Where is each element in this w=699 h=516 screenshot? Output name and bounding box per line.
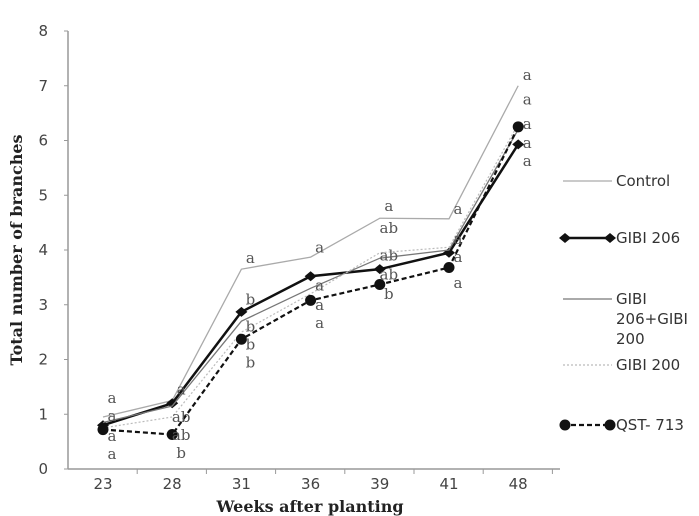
significance-label: a — [454, 230, 463, 248]
significance-label: ab — [380, 246, 399, 264]
data-point — [373, 264, 386, 275]
significance-label: a — [454, 200, 463, 218]
significance-label: a — [523, 90, 532, 108]
y-tick-label: 2 — [38, 351, 48, 369]
x-tick-label: 23 — [93, 475, 112, 493]
x-tick-label: 48 — [509, 475, 528, 493]
y-tick-label: 0 — [38, 460, 48, 478]
y-axis-label: Total number of branches — [7, 134, 26, 365]
data-point — [235, 333, 247, 345]
legend-item: QST- 713 — [559, 416, 684, 434]
x-tick-label: 41 — [439, 475, 458, 493]
data-point — [443, 262, 455, 274]
legend-marker-right — [604, 419, 616, 431]
legend-marker-left — [559, 419, 571, 431]
significance-label: ab — [172, 408, 191, 426]
significance-label: ab — [172, 426, 191, 444]
significance-label: a — [523, 134, 532, 152]
significance-label: a — [523, 115, 532, 133]
x-tick-label: 36 — [301, 475, 320, 493]
data-point — [512, 139, 525, 150]
data-point — [166, 398, 179, 409]
data-point — [374, 278, 386, 290]
series-line — [102, 129, 519, 424]
significance-label: a — [108, 427, 117, 445]
y-tick-label: 5 — [38, 186, 48, 204]
significance-label: a — [315, 277, 324, 295]
legend-label: Control — [616, 172, 670, 190]
legend-marker-right — [604, 233, 616, 243]
legend-label: GIBI — [616, 290, 647, 308]
y-tick-label: 8 — [38, 22, 48, 40]
significance-label: b — [246, 318, 256, 336]
y-tick-label: 1 — [38, 405, 48, 423]
significance-label: ab — [380, 266, 399, 284]
significance-label: b — [246, 290, 256, 308]
significance-label: a — [523, 152, 532, 170]
significance-label: a — [177, 381, 186, 399]
y-tick-label: 4 — [38, 241, 48, 259]
x-tick-label: 31 — [232, 475, 251, 493]
significance-label: a — [315, 314, 324, 332]
legend-label: GIBI 206 — [616, 229, 680, 247]
legend-label: 206+GIBI — [616, 310, 688, 328]
data-point — [97, 424, 109, 436]
significance-label: a — [384, 197, 393, 215]
significance-label: a — [108, 389, 117, 407]
significance-label: b — [176, 444, 186, 462]
series-line — [102, 123, 519, 429]
significance-label: a — [108, 445, 117, 463]
legend-label: 200 — [616, 330, 645, 348]
x-tick-label: 39 — [370, 475, 389, 493]
significance-label: a — [108, 407, 117, 425]
significance-label: a — [246, 249, 255, 267]
legend-label: GIBI 200 — [616, 356, 680, 374]
data-point — [305, 294, 317, 306]
data-point — [166, 429, 178, 441]
significance-label: b — [384, 285, 394, 303]
x-tick-label: 28 — [163, 475, 182, 493]
x-axis-label: Weeks after planting — [215, 497, 403, 516]
legend-label: QST- 713 — [616, 416, 684, 434]
y-tick-label: 6 — [38, 132, 48, 150]
series-qst-713 — [97, 121, 524, 441]
significance-label: ab — [380, 219, 399, 237]
legend-item: Control — [563, 172, 670, 190]
y-tick-label: 7 — [38, 77, 48, 95]
data-point — [512, 121, 524, 133]
data-point — [304, 271, 317, 282]
significance-label: a — [454, 248, 463, 266]
legend-item: GIBI 206+GIBI 200 — [563, 290, 688, 348]
y-tick-label: 3 — [38, 296, 48, 314]
series-gibi-200 — [102, 123, 519, 429]
significance-label: a — [315, 296, 324, 314]
series-gibi-206-gibi-200 — [102, 129, 519, 424]
legend-item: GIBI 206 — [559, 229, 680, 247]
data-point — [235, 306, 248, 317]
significance-label: a — [523, 66, 532, 84]
legend-marker-left — [559, 233, 571, 243]
significance-label: b — [246, 354, 256, 372]
significance-label: b — [246, 336, 256, 354]
significance-label: a — [315, 238, 324, 256]
legend-item: GIBI 200 — [563, 356, 680, 374]
significance-label: a — [454, 274, 463, 292]
